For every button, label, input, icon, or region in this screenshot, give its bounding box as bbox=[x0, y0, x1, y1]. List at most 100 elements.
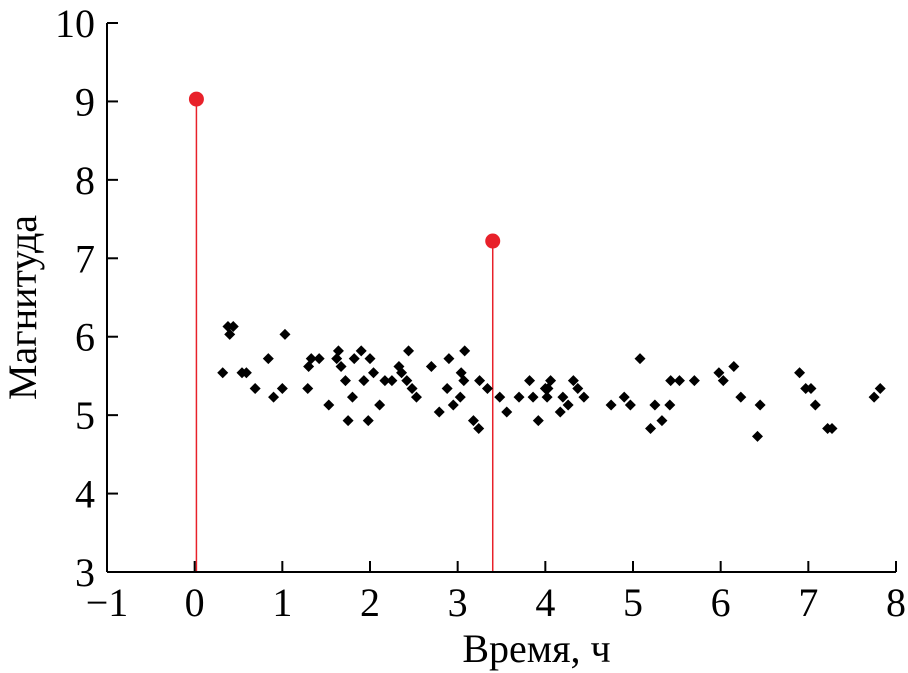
data-point bbox=[425, 361, 437, 373]
data-point bbox=[728, 361, 740, 373]
data-points bbox=[188, 91, 886, 442]
data-point bbox=[342, 415, 354, 427]
x-tick-label: 6 bbox=[711, 580, 731, 625]
data-point bbox=[567, 375, 579, 387]
y-tick-label: 7 bbox=[75, 236, 95, 281]
x-tick-label: 4 bbox=[535, 580, 555, 625]
data-point bbox=[368, 367, 380, 379]
data-point bbox=[249, 382, 261, 394]
y-tick-label: 9 bbox=[75, 79, 95, 124]
data-point bbox=[433, 406, 445, 418]
x-tick-label: 8 bbox=[886, 580, 906, 625]
data-point bbox=[346, 391, 358, 403]
data-point bbox=[313, 353, 325, 365]
data-point bbox=[467, 415, 479, 427]
data-point bbox=[735, 391, 747, 403]
data-point bbox=[379, 375, 391, 387]
data-point bbox=[474, 375, 486, 387]
data-point bbox=[459, 345, 471, 357]
x-axis-title: Время, ч bbox=[462, 626, 610, 671]
data-point bbox=[572, 382, 584, 394]
data-point bbox=[339, 375, 351, 387]
y-tick-label: 3 bbox=[75, 550, 95, 595]
data-point bbox=[268, 391, 280, 403]
data-point bbox=[645, 422, 657, 434]
x-tick-label: 0 bbox=[185, 580, 205, 625]
data-point bbox=[403, 345, 415, 357]
y-tick-label: 8 bbox=[75, 158, 95, 203]
data-point bbox=[713, 367, 725, 379]
data-point bbox=[809, 399, 821, 411]
ticks: −1 0 1 2 3 4 5 6 7 8 3 4 5 6 7 8 9 10 bbox=[55, 1, 906, 625]
data-point bbox=[751, 430, 763, 442]
data-point bbox=[794, 367, 806, 379]
data-point bbox=[634, 353, 646, 365]
data-point bbox=[348, 353, 360, 365]
data-point bbox=[401, 375, 413, 387]
data-point bbox=[362, 415, 374, 427]
data-point bbox=[545, 375, 557, 387]
highlight-point bbox=[188, 91, 204, 107]
data-point bbox=[276, 382, 288, 394]
data-point bbox=[501, 406, 513, 418]
data-point bbox=[805, 382, 817, 394]
data-point bbox=[688, 375, 700, 387]
data-point bbox=[305, 353, 317, 365]
data-point bbox=[618, 391, 630, 403]
data-point bbox=[262, 353, 274, 365]
data-point bbox=[217, 367, 229, 379]
x-tick-label: 2 bbox=[360, 580, 380, 625]
data-point bbox=[557, 391, 569, 403]
data-point bbox=[624, 399, 636, 411]
data-point bbox=[240, 367, 252, 379]
data-point bbox=[386, 375, 398, 387]
data-point bbox=[332, 345, 344, 357]
y-tick-label: 10 bbox=[55, 1, 95, 46]
data-point bbox=[374, 399, 386, 411]
data-point bbox=[406, 382, 418, 394]
y-tick-label: 6 bbox=[75, 315, 95, 360]
x-tick-label: 1 bbox=[272, 580, 292, 625]
data-point bbox=[754, 399, 766, 411]
data-point bbox=[578, 391, 590, 403]
data-point bbox=[532, 415, 544, 427]
y-tick-label: 5 bbox=[75, 393, 95, 438]
data-point bbox=[513, 391, 525, 403]
data-point bbox=[673, 375, 685, 387]
data-point bbox=[562, 399, 574, 411]
data-point bbox=[410, 391, 422, 403]
data-point bbox=[527, 391, 539, 403]
data-point bbox=[826, 422, 838, 434]
stems-layer bbox=[195, 99, 494, 572]
data-point bbox=[554, 406, 566, 418]
data-point bbox=[335, 361, 347, 373]
data-point bbox=[302, 382, 314, 394]
data-point bbox=[443, 353, 455, 365]
y-axis-title: Магнитуда bbox=[0, 215, 45, 400]
data-point bbox=[649, 399, 661, 411]
data-point bbox=[458, 375, 470, 387]
x-tick-label: 5 bbox=[623, 580, 643, 625]
data-point bbox=[481, 382, 493, 394]
data-point bbox=[396, 367, 408, 379]
data-point bbox=[524, 375, 536, 387]
x-tick-label: −1 bbox=[86, 580, 129, 625]
data-point bbox=[227, 321, 239, 333]
y-tick-label: 4 bbox=[75, 472, 95, 517]
data-point bbox=[331, 353, 343, 365]
data-point bbox=[279, 328, 291, 340]
data-point bbox=[665, 375, 677, 387]
data-point bbox=[541, 391, 553, 403]
data-point bbox=[664, 399, 676, 411]
data-point bbox=[447, 399, 459, 411]
data-point bbox=[364, 353, 376, 365]
data-point bbox=[441, 382, 453, 394]
data-point bbox=[717, 375, 729, 387]
data-point bbox=[355, 345, 367, 357]
data-point bbox=[868, 391, 880, 403]
data-point bbox=[224, 328, 236, 340]
x-tick-label: 7 bbox=[798, 580, 818, 625]
data-point bbox=[494, 391, 506, 403]
data-point bbox=[323, 399, 335, 411]
